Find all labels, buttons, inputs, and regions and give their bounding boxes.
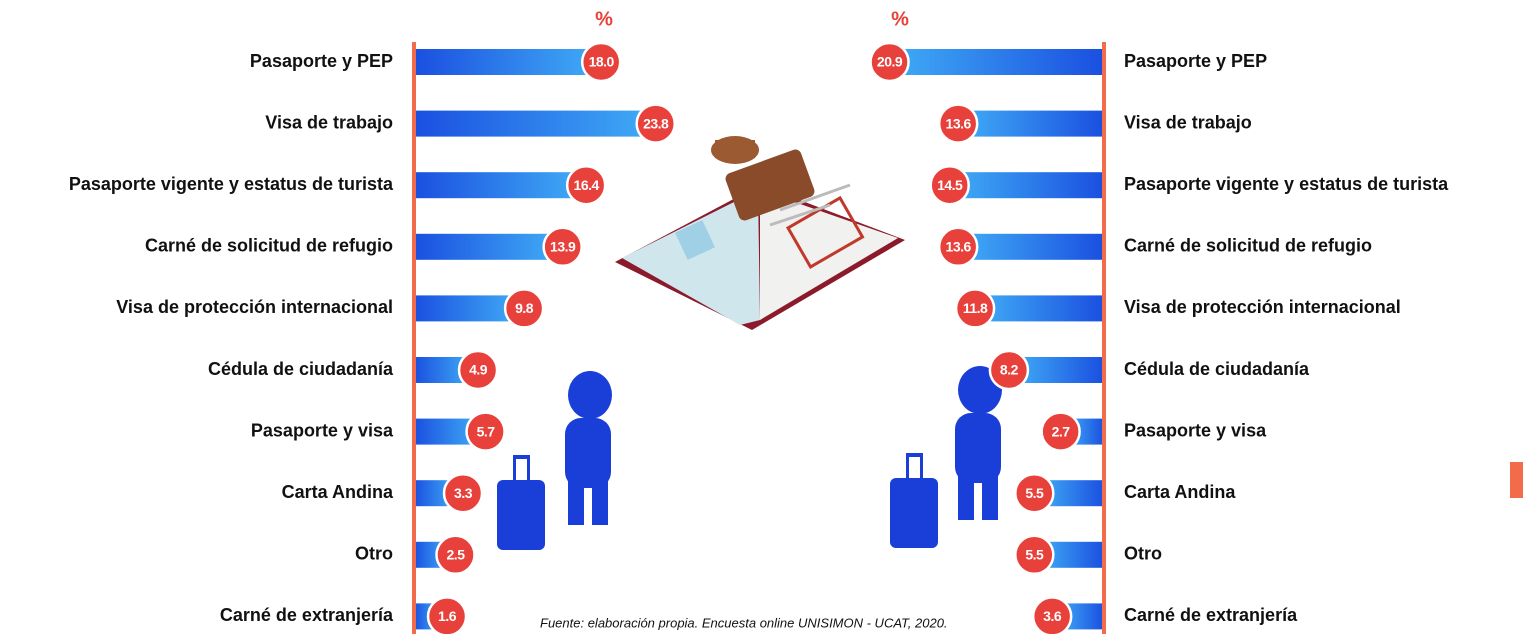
bar xyxy=(957,172,1104,199)
category-label: Visa de protección internacional xyxy=(116,297,393,317)
value-badge xyxy=(435,534,476,576)
value-label: 14.5 xyxy=(937,177,963,193)
category-label: Pasaporte vigente y estatus de turista xyxy=(1124,174,1449,194)
value-label: 2.7 xyxy=(1052,423,1071,439)
value-label: 8.2 xyxy=(1000,362,1019,378)
value-badge xyxy=(869,41,910,83)
category-label: Pasaporte vigente y estatus de turista xyxy=(69,174,394,194)
value-badge xyxy=(503,288,545,329)
value-label: 4.9 xyxy=(469,362,488,378)
value-badge xyxy=(937,226,979,268)
value-badge xyxy=(1040,411,1081,452)
value-badge xyxy=(635,103,676,144)
bar xyxy=(414,233,555,260)
edge-marker xyxy=(1510,462,1523,498)
value-badge xyxy=(542,226,583,268)
bar xyxy=(966,233,1104,260)
category-label: Carné de solicitud de refugio xyxy=(145,236,393,256)
value-label: 13.6 xyxy=(946,239,972,255)
category-label: Pasaporte y visa xyxy=(1124,420,1267,440)
value-badge xyxy=(954,288,996,329)
category-label: Carné de solicitud de refugio xyxy=(1124,236,1372,256)
value-label: 3.6 xyxy=(1043,608,1062,624)
source-note: Fuente: elaboración propia. Encuesta onl… xyxy=(540,615,948,630)
category-label: Carta Andina xyxy=(282,482,394,502)
value-label: 16.4 xyxy=(574,177,600,193)
bar xyxy=(983,295,1104,322)
value-label: 9.8 xyxy=(515,300,534,316)
category-label: Carné de extranjería xyxy=(1124,605,1298,625)
traveler-illustration xyxy=(497,366,1002,550)
category-label: Pasaporte y PEP xyxy=(250,51,393,71)
value-badge xyxy=(426,596,468,634)
value-label: 20.9 xyxy=(877,54,903,70)
value-badge xyxy=(442,472,484,514)
value-badge xyxy=(580,41,622,83)
value-label: 23.8 xyxy=(643,115,669,131)
value-badge xyxy=(1014,472,1055,514)
chart-title: % xyxy=(595,8,613,30)
passport-illustration xyxy=(615,136,905,330)
value-badge xyxy=(457,349,499,391)
category-label: Cédula de ciudadanía xyxy=(1124,359,1310,379)
bar xyxy=(414,110,648,137)
bar xyxy=(1016,357,1104,383)
bar xyxy=(897,49,1104,75)
category-label: Carta Andina xyxy=(1124,482,1236,502)
category-label: Visa de protección internacional xyxy=(1124,297,1401,317)
bar xyxy=(414,172,579,199)
value-badge xyxy=(937,103,979,144)
value-badge xyxy=(1031,596,1073,634)
bar xyxy=(414,295,517,322)
value-badge xyxy=(988,349,1030,391)
category-label: Pasaporte y visa xyxy=(251,420,394,440)
category-label: Cédula de ciudadanía xyxy=(208,359,394,379)
category-label: Otro xyxy=(1124,544,1162,564)
category-label: Carné de extranjería xyxy=(220,605,394,625)
value-badge xyxy=(1014,534,1055,576)
bar xyxy=(966,110,1104,137)
bar xyxy=(414,49,594,75)
category-label: Visa de trabajo xyxy=(1124,112,1252,132)
value-badge xyxy=(465,411,506,452)
value-label: 5.7 xyxy=(477,423,496,439)
category-label: Otro xyxy=(355,544,393,564)
value-label: 13.9 xyxy=(550,239,576,255)
value-label: 11.8 xyxy=(963,300,988,316)
chart-title: % xyxy=(891,8,909,30)
value-badge xyxy=(929,164,970,206)
value-label: 3.3 xyxy=(454,485,473,501)
category-label: Pasaporte y PEP xyxy=(1124,51,1267,71)
value-label: 2.5 xyxy=(447,547,466,563)
value-badge xyxy=(565,164,607,206)
value-label: 5.5 xyxy=(1025,485,1044,501)
value-label: 18.0 xyxy=(589,54,615,70)
value-label: 13.6 xyxy=(946,115,972,131)
value-label: 1.6 xyxy=(438,608,457,624)
category-label: Visa de trabajo xyxy=(265,112,393,132)
value-label: 5.5 xyxy=(1025,547,1044,563)
